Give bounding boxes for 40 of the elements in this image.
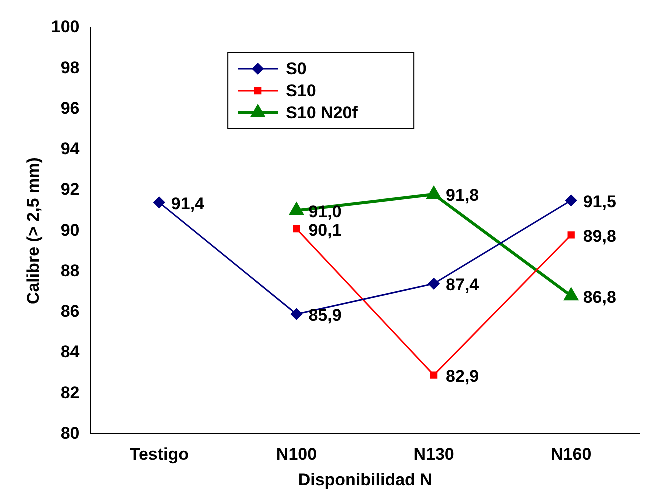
y-tick-label: 84 — [60, 342, 80, 362]
data-label: 86,8 — [583, 288, 616, 307]
x-axis-title: Disponibilidad N — [298, 470, 432, 490]
legend-label: S10 — [286, 82, 316, 101]
x-tick-label: Testigo — [130, 445, 190, 464]
x-tick-label: N100 — [276, 445, 318, 464]
legend-label: S10 N20f — [286, 104, 358, 123]
y-tick-label: 90 — [60, 220, 80, 240]
y-tick-label: 82 — [60, 383, 80, 402]
y-tick-label: 88 — [60, 261, 80, 280]
y-tick-label: 96 — [60, 98, 80, 118]
y-axis-title: Calibre (> 2,5 mm) — [24, 158, 43, 305]
data-label: 85,9 — [308, 306, 342, 326]
data-label: 91,8 — [446, 186, 480, 206]
data-label: 91,0 — [308, 202, 342, 222]
point — [566, 194, 578, 206]
point — [430, 372, 438, 379]
point — [568, 232, 575, 239]
point — [290, 203, 304, 216]
data-label: 87,4 — [446, 276, 480, 295]
point — [154, 196, 166, 208]
legend-label: S0 — [286, 60, 307, 79]
point — [427, 187, 441, 200]
data-label: 91,4 — [171, 194, 206, 214]
point — [290, 308, 302, 320]
y-tick-label: 86 — [60, 302, 80, 322]
y-tick-label: 94 — [60, 140, 80, 159]
y-tick-label: 80 — [60, 424, 80, 443]
data-label: 82,9 — [446, 366, 480, 386]
data-label: 89,8 — [583, 226, 616, 246]
point — [293, 225, 300, 233]
point — [428, 278, 440, 290]
data-label: 90,1 — [308, 220, 342, 240]
y-tick-label: 92 — [60, 180, 80, 200]
y-tick-label: 100 — [51, 18, 80, 37]
data-label: 91,5 — [583, 192, 616, 212]
point — [564, 288, 578, 301]
x-tick-label: N130 — [414, 445, 454, 464]
x-tick-label: N160 — [551, 445, 592, 464]
y-tick-label: 98 — [60, 58, 80, 78]
